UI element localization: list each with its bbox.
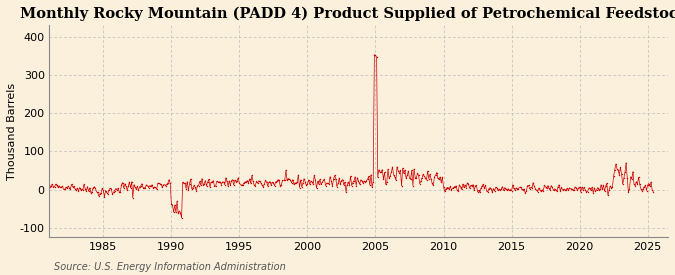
Text: Source: U.S. Energy Information Administration: Source: U.S. Energy Information Administ…: [54, 262, 286, 272]
Y-axis label: Thousand Barrels: Thousand Barrels: [7, 83, 17, 180]
Title: Monthly Rocky Mountain (PADD 4) Product Supplied of Petrochemical Feedstocks: Monthly Rocky Mountain (PADD 4) Product …: [20, 7, 675, 21]
